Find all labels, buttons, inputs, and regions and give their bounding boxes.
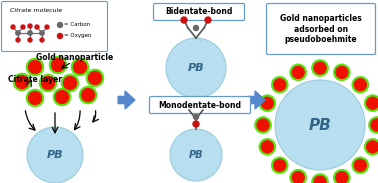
Circle shape [371,119,378,131]
Circle shape [364,138,378,155]
FancyBboxPatch shape [150,96,251,113]
Circle shape [261,141,273,153]
FancyBboxPatch shape [153,3,245,20]
Circle shape [259,95,276,112]
Circle shape [51,59,65,72]
Circle shape [57,33,62,38]
Text: PB: PB [308,117,332,132]
Circle shape [354,79,366,91]
Circle shape [28,92,42,104]
Polygon shape [248,91,265,109]
Circle shape [28,31,32,35]
Circle shape [16,31,20,35]
Text: PB: PB [188,63,204,73]
Circle shape [311,59,328,76]
Text: Gold nanoparticle: Gold nanoparticle [36,53,114,61]
Circle shape [27,127,83,183]
Circle shape [86,69,104,87]
Circle shape [166,38,226,98]
Circle shape [254,117,271,134]
Circle shape [61,74,79,92]
Text: PB: PB [47,150,63,160]
Circle shape [274,159,286,171]
Circle shape [11,25,15,29]
Circle shape [333,169,350,183]
Circle shape [367,97,378,109]
Circle shape [64,76,76,89]
Circle shape [42,76,54,89]
Circle shape [21,25,25,29]
Circle shape [271,76,288,93]
Circle shape [369,117,378,134]
Text: = Oxygen: = Oxygen [64,33,91,38]
Circle shape [82,89,94,102]
Text: = Carbon: = Carbon [64,23,90,27]
Circle shape [314,176,326,183]
Circle shape [88,72,102,85]
Circle shape [274,79,286,91]
Circle shape [352,76,369,93]
Circle shape [292,66,304,78]
Circle shape [336,66,348,78]
Circle shape [271,157,288,174]
FancyBboxPatch shape [2,1,107,51]
Circle shape [79,86,97,104]
Circle shape [56,91,68,104]
Circle shape [333,64,350,81]
Circle shape [45,25,49,29]
Circle shape [53,88,71,106]
Circle shape [290,169,307,183]
Circle shape [16,38,20,42]
Circle shape [170,129,222,181]
Circle shape [13,73,31,91]
Circle shape [336,172,348,183]
Circle shape [275,80,365,170]
Circle shape [259,138,276,155]
Text: PB: PB [189,150,203,160]
Circle shape [40,38,44,42]
Text: Bidentate-bond: Bidentate-bond [165,8,233,16]
Circle shape [194,25,198,31]
Circle shape [28,24,32,28]
Circle shape [311,173,328,183]
Circle shape [49,56,67,74]
Circle shape [181,17,187,23]
Text: Citrate layer: Citrate layer [8,76,62,85]
Circle shape [26,58,44,76]
Circle shape [292,172,304,183]
Circle shape [352,157,369,174]
Circle shape [28,61,42,74]
Circle shape [290,64,307,81]
Circle shape [193,121,199,127]
Circle shape [39,74,57,92]
FancyBboxPatch shape [266,3,375,55]
Circle shape [28,38,32,42]
Circle shape [314,62,326,74]
Circle shape [367,141,378,153]
Circle shape [261,97,273,109]
Circle shape [15,76,28,89]
Polygon shape [118,91,135,109]
Circle shape [26,89,44,107]
Circle shape [73,61,87,74]
Circle shape [257,119,269,131]
Text: Citrate molecule: Citrate molecule [10,8,62,14]
Circle shape [71,58,89,76]
Text: Monodentate-bond: Monodentate-bond [158,100,242,109]
Circle shape [35,25,39,29]
Text: Gold nanoparticles
adsorbed on
pseudoboehmite: Gold nanoparticles adsorbed on pseudoboe… [280,14,362,44]
Circle shape [354,159,366,171]
Circle shape [364,95,378,112]
Circle shape [40,31,44,35]
Circle shape [57,23,62,27]
Circle shape [194,115,198,119]
Circle shape [205,17,211,23]
